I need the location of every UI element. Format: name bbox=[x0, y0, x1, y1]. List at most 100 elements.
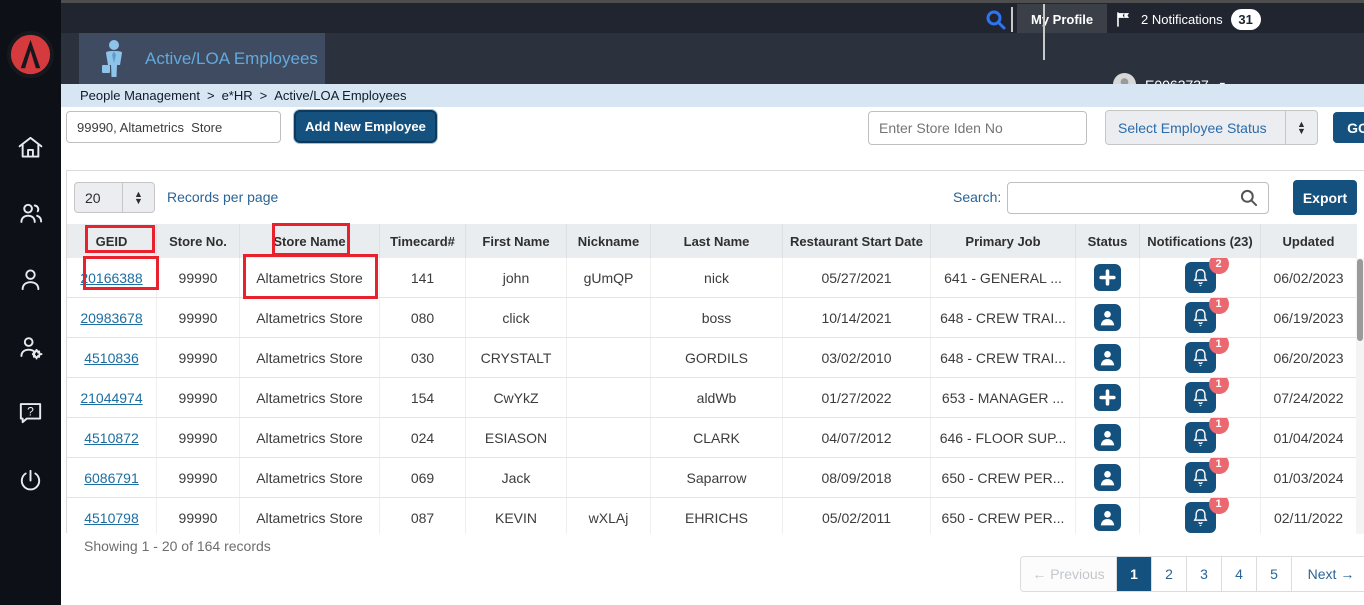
notification-bell-button[interactable]: 1 bbox=[1184, 418, 1229, 453]
geid-cell: 20983678 bbox=[67, 298, 157, 337]
pagination-next[interactable]: Next → bbox=[1292, 557, 1364, 591]
altametrics-logo-icon[interactable] bbox=[7, 31, 54, 78]
geid-link[interactable]: 4510798 bbox=[84, 509, 139, 526]
employee-status-select[interactable]: Select Employee Status ▲ ▼ bbox=[1105, 110, 1318, 145]
go-button[interactable]: GO bbox=[1333, 112, 1364, 143]
geid-link[interactable]: 20166388 bbox=[80, 269, 143, 286]
table-scrollbar[interactable] bbox=[1356, 258, 1364, 534]
help-icon[interactable]: ? bbox=[16, 398, 45, 427]
column-header-start-date[interactable]: Restaurant Start Date bbox=[783, 224, 931, 258]
notifications-cell: 1 bbox=[1140, 338, 1261, 377]
geid-link[interactable]: 6086791 bbox=[84, 469, 139, 486]
status-icon[interactable] bbox=[1094, 464, 1121, 491]
table-row: 4510836 99990 Altametrics Store 030 CRYS… bbox=[67, 338, 1357, 378]
store-name-cell: Altametrics Store bbox=[240, 458, 380, 497]
breadcrumb-item[interactable]: e*HR bbox=[221, 88, 253, 103]
column-header-geid[interactable]: GEID bbox=[67, 224, 157, 258]
geid-link[interactable]: 20983678 bbox=[80, 309, 143, 326]
notification-count-badge: 1 bbox=[1208, 338, 1229, 354]
pagination-page-2[interactable]: 2 bbox=[1152, 557, 1187, 591]
notification-bell-button[interactable]: 2 bbox=[1184, 258, 1229, 293]
table-search-input[interactable] bbox=[1007, 182, 1269, 214]
pagination-page-3[interactable]: 3 bbox=[1187, 557, 1222, 591]
start-date-cell: 01/27/2022 bbox=[783, 378, 931, 417]
timecard-cell: 141 bbox=[380, 258, 466, 297]
timecard-cell: 154 bbox=[380, 378, 466, 417]
global-search-icon[interactable] bbox=[984, 8, 1008, 32]
team-icon[interactable] bbox=[16, 199, 45, 228]
showing-records-text: Showing 1 - 20 of 164 records bbox=[84, 538, 271, 554]
column-header-notifications[interactable]: Notifications (23) bbox=[1140, 224, 1261, 258]
geid-link[interactable]: 4510872 bbox=[84, 429, 139, 446]
column-header-primary-job[interactable]: Primary Job bbox=[931, 224, 1076, 258]
store-search-input[interactable] bbox=[66, 111, 281, 143]
last-name-cell: EHRICHS bbox=[651, 498, 783, 534]
geid-link[interactable]: 4510836 bbox=[84, 349, 139, 366]
geid-cell: 4510836 bbox=[67, 338, 157, 377]
table-body: 20166388 99990 Altametrics Store 141 joh… bbox=[67, 258, 1357, 534]
pagination-page-1[interactable]: 1 bbox=[1117, 557, 1152, 591]
left-sidebar: ? bbox=[0, 0, 61, 605]
column-header-store-name[interactable]: Store Name bbox=[240, 224, 380, 258]
status-cell bbox=[1076, 258, 1140, 297]
records-per-page-select[interactable]: 20 ▲ ▼ bbox=[74, 182, 155, 213]
column-header-store-no[interactable]: Store No. bbox=[157, 224, 240, 258]
breadcrumb-item: Active/LOA Employees bbox=[274, 88, 407, 103]
export-button[interactable]: Export bbox=[1293, 180, 1357, 215]
add-new-employee-button[interactable]: Add New Employee bbox=[296, 112, 435, 141]
start-date-cell: 10/14/2021 bbox=[783, 298, 931, 337]
column-header-last-name[interactable]: Last Name bbox=[651, 224, 783, 258]
store-iden-input[interactable] bbox=[868, 111, 1087, 145]
geid-link[interactable]: 21044974 bbox=[80, 389, 143, 406]
primary-job-cell: 648 - CREW TRAI... bbox=[931, 338, 1076, 377]
search-icon[interactable] bbox=[1239, 188, 1259, 208]
column-header-timecard[interactable]: Timecard# bbox=[380, 224, 466, 258]
status-cell bbox=[1076, 378, 1140, 417]
status-icon[interactable] bbox=[1094, 304, 1121, 331]
notification-bell-button[interactable]: 1 bbox=[1184, 378, 1229, 413]
column-header-status[interactable]: Status bbox=[1076, 224, 1140, 258]
geid-cell: 4510872 bbox=[67, 418, 157, 457]
notifications-cell: 1 bbox=[1140, 418, 1261, 457]
notification-count-badge: 1 bbox=[1208, 378, 1229, 394]
status-icon[interactable] bbox=[1094, 384, 1121, 411]
employees-table: GEID Store No. Store Name Timecard# Firs… bbox=[67, 224, 1357, 534]
scrollbar-thumb[interactable] bbox=[1357, 259, 1363, 341]
employee-settings-icon[interactable] bbox=[16, 333, 45, 362]
logout-power-icon[interactable] bbox=[16, 466, 45, 495]
status-icon[interactable] bbox=[1094, 504, 1121, 531]
pagination-previous[interactable]: ← Previous bbox=[1021, 557, 1117, 591]
store-name-cell: Altametrics Store bbox=[240, 498, 380, 534]
column-header-first-name[interactable]: First Name bbox=[466, 224, 567, 258]
notification-bell-button[interactable]: 1 bbox=[1184, 498, 1229, 533]
timecard-cell: 030 bbox=[380, 338, 466, 377]
pagination-page-4[interactable]: 4 bbox=[1222, 557, 1257, 591]
primary-job-cell: 650 - CREW PER... bbox=[931, 458, 1076, 497]
notifications-cell: 2 bbox=[1140, 258, 1261, 297]
notifications-button[interactable]: 2 Notifications 31 bbox=[1114, 3, 1261, 36]
notification-bell-button[interactable]: 1 bbox=[1184, 298, 1229, 333]
status-icon[interactable] bbox=[1094, 424, 1121, 451]
nickname-cell bbox=[567, 298, 651, 337]
employee-icon[interactable] bbox=[16, 265, 45, 294]
notification-bell-button[interactable]: 1 bbox=[1184, 458, 1229, 493]
store-name-cell: Altametrics Store bbox=[240, 258, 380, 297]
table-row: 6086791 99990 Altametrics Store 069 Jack… bbox=[67, 458, 1357, 498]
status-icon[interactable] bbox=[1094, 344, 1121, 371]
my-profile-button[interactable]: My Profile bbox=[1017, 4, 1108, 35]
status-icon[interactable] bbox=[1094, 264, 1121, 291]
notification-count-badge: 1 bbox=[1208, 298, 1229, 314]
breadcrumb-item[interactable]: People Management bbox=[80, 88, 200, 103]
breadcrumb: People Management > e*HR > Active/LOA Em… bbox=[61, 84, 1364, 107]
home-icon[interactable] bbox=[16, 133, 45, 162]
page-title-box: Active/LOA Employees bbox=[79, 33, 325, 84]
column-header-updated[interactable]: Updated bbox=[1282, 233, 1335, 249]
last-name-cell: Saparrow bbox=[651, 458, 783, 497]
notification-bell-button[interactable]: 1 bbox=[1184, 338, 1229, 373]
store-no-cell: 99990 bbox=[157, 418, 240, 457]
nickname-cell bbox=[567, 378, 651, 417]
store-name-cell: Altametrics Store bbox=[240, 298, 380, 337]
pagination-page-5[interactable]: 5 bbox=[1257, 557, 1292, 591]
column-header-nickname[interactable]: Nickname bbox=[567, 224, 651, 258]
timecard-cell: 087 bbox=[380, 498, 466, 534]
